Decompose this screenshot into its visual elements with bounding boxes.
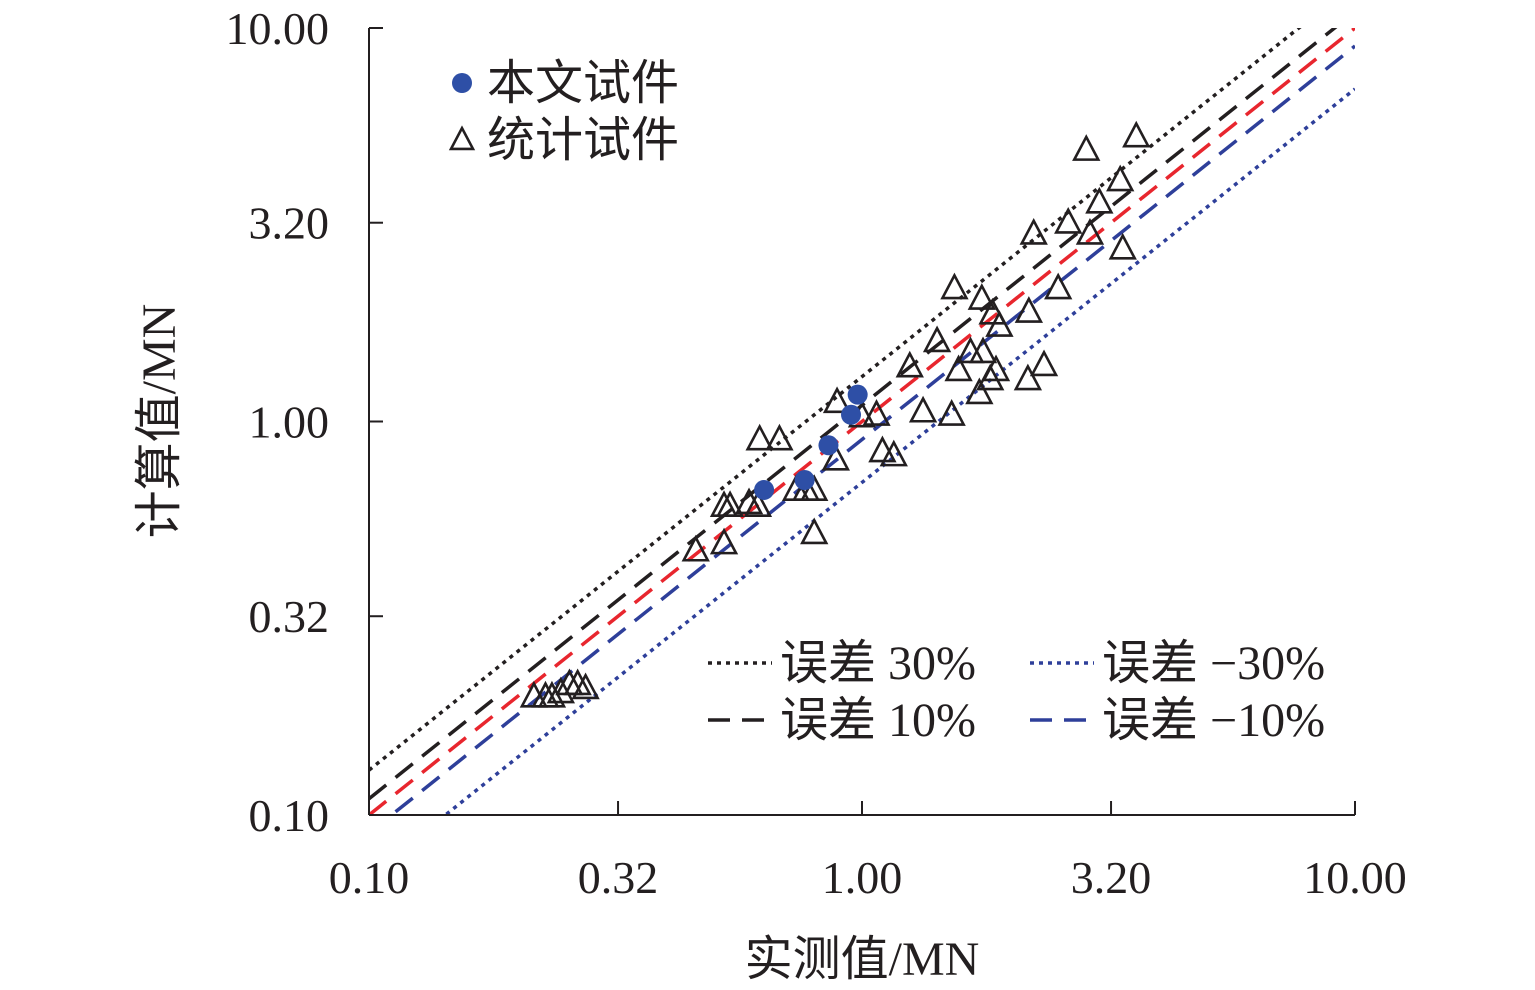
reference-line-4	[388, 44, 1355, 815]
x-tick-label: 0.10	[329, 852, 410, 903]
y-axis-title: 计算值/MN	[133, 304, 186, 539]
y-tick-label: 0.10	[249, 790, 330, 841]
legend-marker-circle	[452, 73, 472, 93]
y-tick-label: 1.00	[249, 397, 330, 448]
x-axis-title: 实测值/MN	[745, 933, 980, 986]
data-point-triangle	[1072, 134, 1101, 161]
data-point-circle	[754, 479, 775, 500]
data-point-triangle	[1044, 272, 1073, 300]
data-point-triangle	[821, 443, 851, 471]
data-point-triangle	[745, 423, 774, 451]
data-point-triangle	[922, 325, 952, 353]
data-point-triangle	[1013, 363, 1043, 391]
data-point-triangle	[940, 272, 969, 300]
legend-label: 误差 −10%	[1102, 694, 1325, 747]
data-point-triangle	[985, 310, 1014, 337]
data-point-triangle	[965, 377, 994, 405]
data-point-triangle	[715, 490, 745, 517]
x-tick-label: 10.00	[1303, 852, 1407, 903]
x-tick-label: 1.00	[822, 852, 903, 903]
y-tick-label: 3.20	[249, 198, 330, 249]
data-point-triangle	[1029, 349, 1059, 377]
data-point-triangle	[709, 527, 739, 555]
reference-line-3	[442, 87, 1355, 815]
data-point-triangle	[908, 395, 938, 423]
data-point-circle	[794, 470, 815, 491]
legend-label: 本文试件	[487, 57, 679, 110]
data-point-triangle	[571, 672, 600, 700]
data-point-triangle	[862, 399, 891, 426]
legend-label: 误差 −30%	[1102, 637, 1325, 690]
data-point-triangle	[868, 435, 897, 463]
data-point-triangle	[937, 399, 966, 426]
data-point-triangle	[1085, 186, 1114, 214]
data-point-triangle	[563, 668, 592, 696]
y-tick-label: 0.32	[249, 591, 330, 642]
axes: 0.10 0.32 1.00 3.20 10.00 0.10 0.32 1.00 3.20 10.…	[226, 3, 1407, 903]
data-point-triangle	[800, 517, 829, 545]
data-point-triangle	[1019, 218, 1048, 245]
legend-label: 误差 10%	[780, 694, 976, 747]
data-point-triangle	[944, 354, 973, 382]
data-point-triangle	[822, 386, 852, 414]
data-point-triangle	[734, 487, 764, 515]
data-points	[519, 120, 1151, 708]
data-point-triangle	[879, 439, 908, 467]
data-point-circle	[847, 384, 868, 405]
data-point-triangle	[968, 336, 998, 364]
x-tick-label: 0.32	[578, 852, 659, 903]
reference-line-0	[369, 28, 1302, 772]
data-point-triangle	[1014, 296, 1044, 323]
data-point-triangle	[743, 490, 773, 517]
y-tick-label: 10.00	[226, 3, 330, 54]
data-point-triangle	[1075, 218, 1105, 245]
legend-label: 统计试件	[487, 114, 679, 167]
data-point-triangle	[1108, 232, 1137, 260]
legend-label: 误差 30%	[780, 637, 976, 690]
data-point-triangle	[1122, 120, 1151, 148]
data-point-triangle	[1054, 206, 1083, 234]
data-point-triangle	[765, 423, 794, 451]
data-point-circle	[818, 435, 839, 456]
x-tick-label: 3.20	[1071, 852, 1152, 903]
data-point-triangle	[681, 534, 710, 562]
legend-marker-triangle	[448, 125, 476, 151]
data-point-triangle	[895, 350, 924, 378]
data-point-triangle	[967, 283, 996, 310]
data-point-triangle	[1106, 164, 1135, 192]
data-point-circle	[841, 404, 862, 425]
data-point-triangle	[981, 354, 1011, 382]
